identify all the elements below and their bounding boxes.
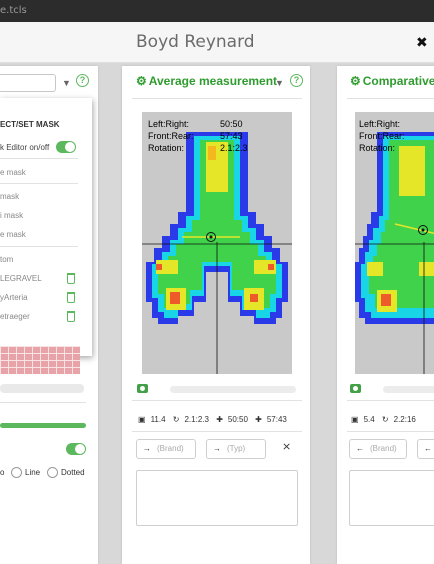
divider [132,400,302,401]
progress-bar [0,423,86,428]
stats-row: ▣ 11.4 ↻ 2.1:2.3 ✚ 50:50 ✚ 57:43 [138,415,292,424]
saved-mask-item[interactable]: LEGRAVEL [0,274,42,283]
brand-input[interactable]: ← (Brand) [349,439,407,459]
radio-label: o [0,468,5,477]
help-icon[interactable]: ? [290,74,303,87]
saved-mask-item[interactable]: yArteria [0,293,28,302]
type-input[interactable]: → (Typ) [206,439,266,459]
gear-icon[interactable]: ⚙ [350,74,361,88]
pin-icon[interactable]: ✖ [416,34,428,50]
divider [0,158,78,159]
divider [132,431,302,432]
radio-label: Dotted [61,468,85,477]
pressure-heatmap[interactable]: Left:Right: 50:50 Front:Rear: 57:43 Rota… [142,112,292,374]
divider [0,183,78,184]
stat-value: 11.4 [150,415,166,424]
divider [347,98,434,99]
editor-toggle[interactable] [56,141,76,153]
radio-label: Line [25,468,41,477]
rotation-label: Rotation: [148,143,185,153]
stat-left-right: 50:50 [227,415,248,424]
app-header: Boyd Reynard ✖ [0,22,434,63]
window-title: e.tcls [0,5,27,16]
chevron-down-icon[interactable]: ▼ [62,78,71,88]
clear-filter-icon[interactable]: ⨯ [282,441,292,453]
front-rear-label: Front:Rear: [359,131,405,141]
divider [0,246,78,247]
type-input[interactable]: ← [417,439,434,459]
balance-icon: ✚ [255,415,262,424]
comparative-panel: ⚙Comparative m Left:Right: Front:Rear: R… [337,66,434,564]
saved-masks-heading: tom [0,255,14,264]
left-right-label: Left:Right: [148,119,190,129]
rotation-value: 2.1:2.3 [220,143,248,153]
panel-title: ⚙Comparative m [350,74,434,88]
left-right-value: 50:50 [220,119,243,129]
left-panel: ▼ ? ECT/SET MASK k Editor on/off e mask … [0,66,98,564]
mask-slider[interactable] [0,384,84,393]
mask-select[interactable] [0,74,56,92]
chevron-down-icon[interactable]: ▼ [275,78,284,88]
balance-icon: ✚ [216,415,223,424]
front-rear-label: Front:Rear: [148,131,194,141]
line-style-toggle[interactable] [66,443,86,455]
camera-icon[interactable] [137,384,148,393]
arrow-left-icon: ← [424,444,432,453]
mask-menu: ECT/SET MASK k Editor on/off e mask mask… [0,98,92,356]
window-titlebar: e.tcls [0,0,434,22]
brand-input[interactable]: → (Brand) [136,439,196,459]
heatmap-graphic [142,132,292,374]
divider [0,402,86,403]
notes-textarea[interactable] [349,470,434,526]
menu-item[interactable]: i mask [0,211,24,220]
radio-dotted[interactable] [47,467,58,478]
stat-front-rear: 57:43 [266,415,287,424]
saved-mask-item[interactable]: etraeger [0,312,30,321]
trash-icon[interactable] [67,311,75,322]
notes-textarea[interactable] [136,470,298,526]
panel-title: ⚙ Average measurement [136,74,278,88]
timer-icon: ▣ [138,415,146,424]
arrow-right-icon: → [213,444,221,453]
front-rear-value: 57:43 [220,131,243,141]
heatmap-graphic [355,132,434,374]
rotation-icon: ↻ [172,415,180,424]
menu-item[interactable]: e mask [0,168,26,177]
trash-icon[interactable] [67,292,75,303]
divider [132,98,302,99]
stats-row: ▣ 5.4 ↻ 2.2:16 [351,415,421,424]
help-icon[interactable]: ? [76,74,89,87]
stat-rotation: 2.2:16 [393,415,416,424]
rotation-icon: ↻ [381,415,389,424]
timer-icon: ▣ [351,415,359,424]
mask-grid[interactable] [0,346,80,374]
average-panel: ⚙ Average measurement ▼ ? [122,66,310,564]
divider [347,431,434,432]
menu-item[interactable]: mask [0,192,20,201]
left-right-label: Left:Right: [359,119,401,129]
camera-icon[interactable] [350,384,361,393]
timeline-slider[interactable] [170,386,296,393]
stat-value: 5.4 [363,415,375,424]
pressure-heatmap[interactable]: Left:Right: Front:Rear: Rotation: [355,112,434,374]
editor-toggle-label: k Editor on/off [0,143,50,152]
user-name: Boyd Reynard [136,32,255,52]
stat-rotation: 2.1:2.3 [184,415,209,424]
trash-icon[interactable] [67,273,75,284]
rotation-label: Rotation: [359,143,396,153]
menu-item[interactable]: e mask [0,230,26,239]
gear-icon[interactable]: ⚙ [136,74,147,88]
menu-heading: ECT/SET MASK [0,120,60,129]
radio-line[interactable] [11,467,22,478]
arrow-right-icon: → [143,444,151,453]
divider [347,400,434,401]
arrow-left-icon: ← [356,444,364,453]
timeline-slider[interactable] [383,386,434,393]
